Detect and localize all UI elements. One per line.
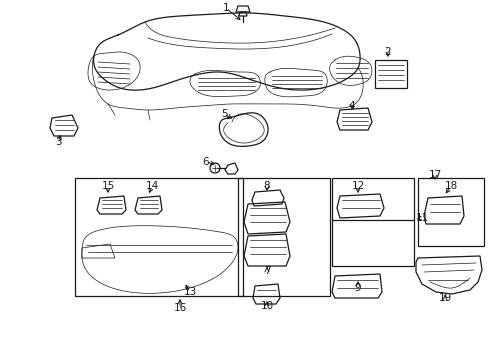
Bar xyxy=(374,60,406,88)
Text: 6: 6 xyxy=(202,157,209,167)
Text: 4: 4 xyxy=(348,101,355,111)
Text: 12: 12 xyxy=(351,181,364,191)
Bar xyxy=(417,178,483,246)
Circle shape xyxy=(209,163,220,173)
Text: 19: 19 xyxy=(437,293,451,303)
Text: 11: 11 xyxy=(414,213,428,223)
Text: 2: 2 xyxy=(384,47,390,57)
Text: 1: 1 xyxy=(222,3,229,13)
Text: 7: 7 xyxy=(263,266,270,276)
Text: 10: 10 xyxy=(260,301,273,311)
Text: 18: 18 xyxy=(444,181,457,191)
Text: 15: 15 xyxy=(101,181,114,191)
Bar xyxy=(331,178,413,266)
Text: 13: 13 xyxy=(183,287,196,297)
Text: 14: 14 xyxy=(145,181,158,191)
Bar xyxy=(238,178,329,296)
Text: 3: 3 xyxy=(55,137,61,147)
Text: 5: 5 xyxy=(220,109,227,119)
Text: 9: 9 xyxy=(354,283,361,293)
Text: 16: 16 xyxy=(173,303,186,313)
Text: 17: 17 xyxy=(427,170,441,180)
Text: 8: 8 xyxy=(263,181,270,191)
Bar xyxy=(75,178,243,296)
